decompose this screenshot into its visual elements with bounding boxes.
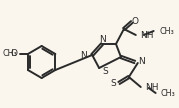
Text: NH: NH xyxy=(140,30,153,40)
Text: N: N xyxy=(99,36,105,44)
Text: CH₃: CH₃ xyxy=(3,49,17,59)
Text: O: O xyxy=(11,49,18,59)
Text: CH₃: CH₃ xyxy=(161,90,175,98)
Text: CH₃: CH₃ xyxy=(160,26,174,36)
Text: NH: NH xyxy=(145,83,158,92)
Text: N: N xyxy=(81,51,87,60)
Text: S: S xyxy=(102,67,108,75)
Text: O: O xyxy=(131,17,138,25)
Text: S: S xyxy=(110,79,116,88)
Text: N: N xyxy=(138,56,144,65)
